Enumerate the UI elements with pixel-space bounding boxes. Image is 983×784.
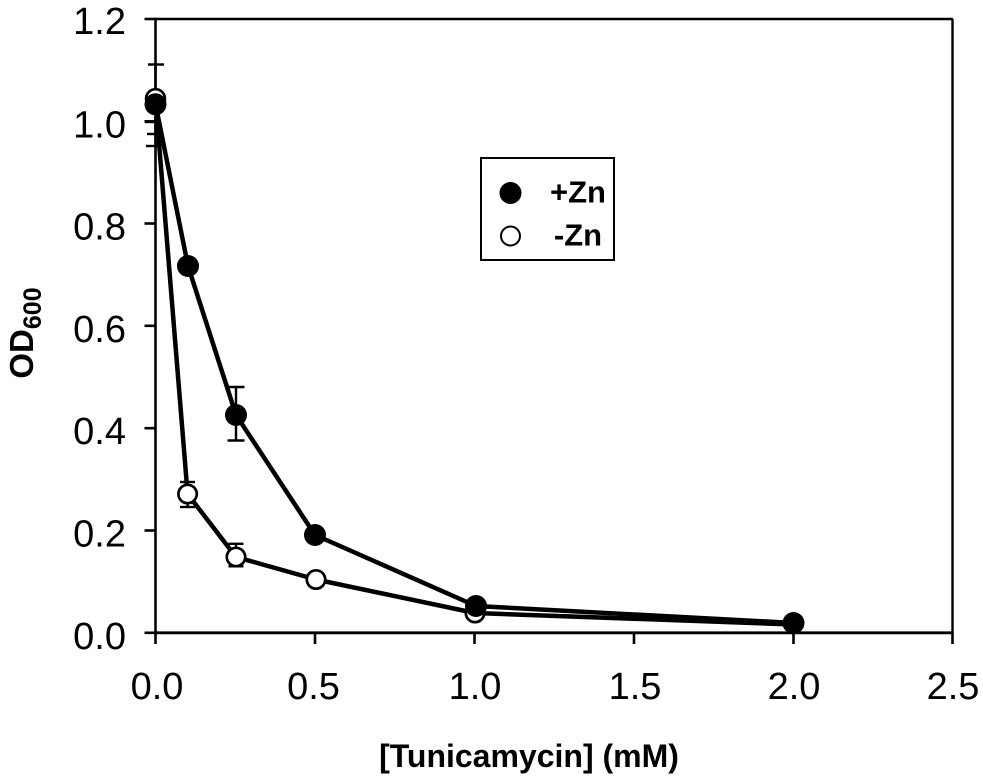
svg-text:1.0: 1.0 (449, 666, 502, 708)
svg-text:2.0: 2.0 (768, 666, 821, 708)
svg-text:-Zn: -Zn (554, 218, 602, 253)
svg-text:2.5: 2.5 (927, 666, 980, 708)
svg-text:1.0: 1.0 (73, 104, 126, 146)
svg-text:0.6: 0.6 (73, 309, 126, 351)
svg-text:0.0: 0.0 (73, 616, 126, 658)
svg-text:[Tunicamycin] (mM): [Tunicamycin] (mM) (379, 738, 679, 774)
svg-text:0.2: 0.2 (73, 514, 126, 556)
svg-text:+Zn: +Zn (550, 175, 606, 210)
svg-text:1.5: 1.5 (609, 666, 662, 708)
svg-text:0.8: 0.8 (73, 207, 126, 249)
svg-text:0.5: 0.5 (287, 666, 340, 708)
svg-text:0.0: 0.0 (131, 666, 184, 708)
svg-text:1.2: 1.2 (73, 1, 126, 43)
svg-text:0.4: 0.4 (73, 411, 126, 453)
